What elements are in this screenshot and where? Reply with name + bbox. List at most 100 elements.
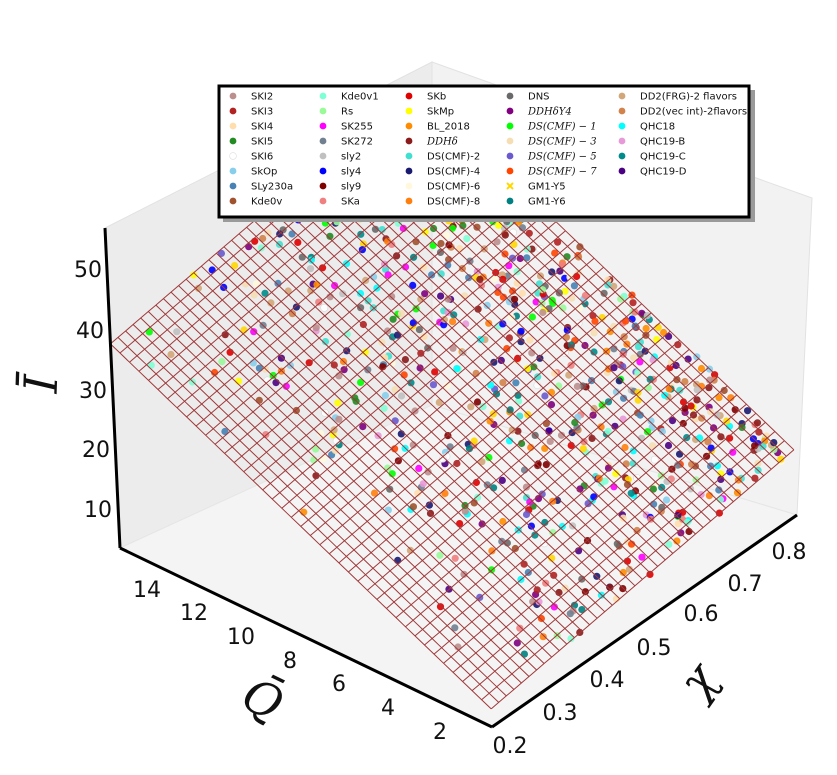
data-point — [705, 384, 713, 392]
surface-grid-line — [110, 343, 492, 710]
data-point — [401, 356, 409, 364]
x-tick-label: 0.4 — [590, 668, 625, 693]
data-point — [388, 292, 396, 301]
data-point — [312, 324, 320, 332]
data-point — [590, 404, 598, 413]
data-point — [612, 470, 620, 478]
data-point — [505, 262, 513, 270]
legend-label: DS(CMF) − 1 — [527, 122, 597, 133]
data-point — [330, 426, 338, 434]
y-axis-label: Q̄ — [234, 665, 292, 731]
data-point — [473, 398, 482, 406]
data-point — [501, 231, 509, 239]
legend-marker — [229, 197, 237, 205]
data-point — [317, 429, 325, 437]
data-point — [533, 381, 542, 390]
surface-grid-line — [170, 291, 553, 658]
data-point — [520, 560, 528, 568]
data-point — [517, 327, 525, 335]
data-point — [612, 388, 621, 396]
data-point — [499, 517, 507, 526]
data-point — [499, 379, 507, 387]
data-point — [292, 303, 300, 311]
data-point — [487, 381, 495, 389]
data-point — [483, 301, 491, 309]
data-point — [536, 244, 544, 253]
data-point — [490, 358, 498, 366]
data-point — [619, 568, 627, 577]
data-point — [610, 483, 618, 491]
x-tick-label: 0.7 — [728, 572, 763, 597]
data-point — [508, 287, 517, 295]
data-point — [465, 274, 473, 282]
data-point — [512, 379, 520, 387]
data-point — [681, 404, 689, 412]
legend-marker — [229, 137, 237, 145]
data-point — [493, 238, 501, 246]
z-tick-label: 30 — [79, 379, 107, 404]
legend-label: SKI6 — [251, 152, 273, 163]
data-point — [306, 265, 315, 273]
data-point — [259, 234, 267, 243]
surface-grid-line — [147, 311, 530, 677]
data-point — [677, 529, 685, 537]
data-point — [622, 460, 630, 468]
legend-marker — [405, 167, 413, 175]
data-point — [672, 361, 680, 370]
data-point — [636, 358, 644, 366]
data-point — [508, 313, 516, 321]
data-point — [636, 411, 644, 419]
legend-marker — [506, 137, 514, 145]
data-point — [514, 427, 522, 435]
data-point — [515, 397, 523, 405]
surface-grid-line — [238, 233, 621, 600]
data-point — [600, 289, 608, 297]
data-point — [245, 243, 253, 251]
data-point — [528, 313, 537, 321]
y-tick-label: 2 — [433, 720, 447, 745]
data-point — [320, 303, 329, 312]
surface-grid-line — [322, 162, 704, 528]
x-tick-label: 0.3 — [543, 701, 578, 726]
data-point — [424, 468, 432, 476]
data-point — [505, 437, 514, 445]
surface-grid-line — [253, 220, 636, 587]
data-point — [429, 241, 437, 250]
legend-label: DDHδ — [426, 137, 458, 148]
data-point — [676, 450, 684, 458]
legend-label: SKI4 — [251, 122, 273, 133]
legend-marker — [229, 152, 237, 160]
data-point — [770, 439, 778, 447]
data-point — [407, 379, 415, 387]
data-point — [726, 434, 734, 442]
legend-marker — [405, 122, 413, 130]
data-point — [668, 417, 677, 425]
z-tick-label: 10 — [84, 498, 112, 523]
data-point — [665, 332, 673, 340]
data-point — [461, 507, 469, 515]
data-point — [641, 347, 649, 355]
legend-marker — [506, 107, 514, 115]
data-point — [384, 464, 392, 472]
data-point — [490, 275, 498, 283]
data-point — [715, 486, 723, 494]
y-tick-label: 14 — [133, 578, 161, 603]
data-point — [650, 500, 658, 508]
data-point — [610, 364, 618, 372]
legend-marker — [506, 92, 514, 100]
legend-label: QHC18 — [640, 122, 675, 133]
data-point — [578, 606, 586, 614]
data-point — [584, 500, 592, 508]
data-point — [340, 366, 348, 374]
data-point — [476, 275, 484, 283]
data-point — [494, 283, 502, 291]
surface-grid-line — [299, 181, 681, 548]
data-point — [274, 279, 282, 287]
data-point — [431, 368, 439, 376]
data-point — [522, 510, 531, 519]
legend-marker — [506, 197, 514, 205]
legend-label: SKa — [341, 197, 360, 208]
legend-label: DS(CMF)-4 — [427, 167, 480, 178]
surface-grid-line — [117, 337, 500, 703]
